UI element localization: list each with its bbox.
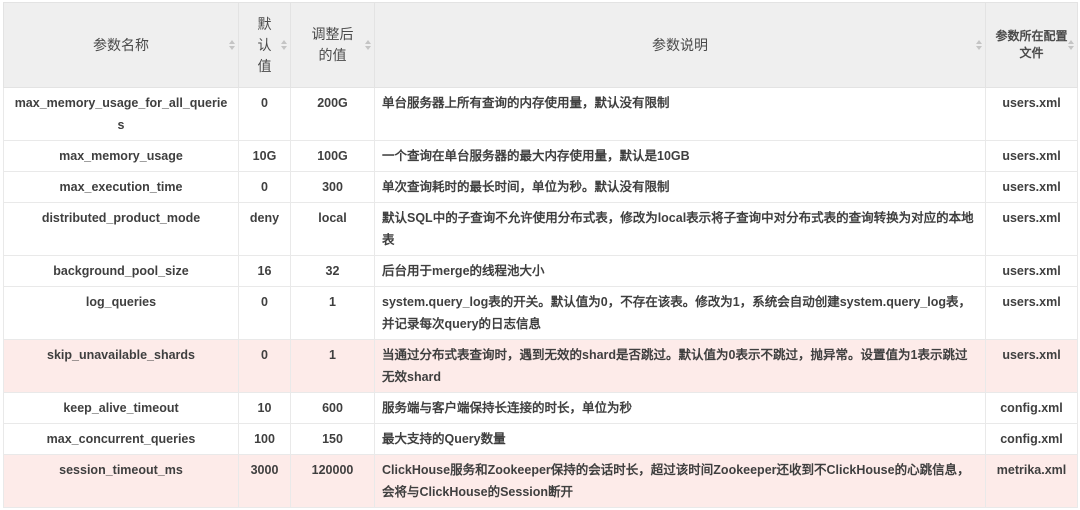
sort-up-arrow-icon [1068, 40, 1074, 44]
sort-up-arrow-icon [229, 40, 235, 44]
table-row: max_execution_time 0 300 单次查询耗时的最长时间，单位为… [3, 171, 1078, 203]
adjusted-value-cell: 300 [290, 171, 375, 203]
column-header-label: 参数名称 [93, 36, 149, 53]
description-cell: 最大支持的Query数量 [374, 423, 986, 455]
config-file-cell: metrika.xml [985, 454, 1078, 508]
param-name-cell: background_pool_size [3, 255, 239, 287]
config-file-cell: users.xml [985, 202, 1078, 256]
param-name-cell: keep_alive_timeout [3, 392, 239, 424]
config-file-cell: config.xml [985, 423, 1078, 455]
table-row: log_queries 0 1 system.query_log表的开关。默认值… [3, 286, 1078, 340]
config-file-cell: users.xml [985, 140, 1078, 172]
adjusted-value-cell: local [290, 202, 375, 256]
column-header-description[interactable]: 参数说明 [374, 2, 986, 88]
config-file-cell: users.xml [985, 339, 1078, 393]
description-cell: 一个查询在单台服务器的最大内存使用量，默认是10GB [374, 140, 986, 172]
param-name-cell: distributed_product_mode [3, 202, 239, 256]
description-cell: ClickHouse服务和Zookeeper保持的会话时长，超过该时间Zooke… [374, 454, 986, 508]
table-row: max_memory_usage 10G 100G 一个查询在单台服务器的最大内… [3, 140, 1078, 172]
table-row: distributed_product_mode deny local 默认SQ… [3, 202, 1078, 256]
param-name-cell: session_timeout_ms [3, 454, 239, 508]
table-row: max_concurrent_queries 100 150 最大支持的Quer… [3, 423, 1078, 455]
sort-down-arrow-icon [365, 46, 371, 50]
default-value-cell: 0 [238, 171, 291, 203]
default-value-cell: deny [238, 202, 291, 256]
column-header-adjusted-value[interactable]: 调整后的值 [290, 2, 375, 88]
column-header-label: 参数说明 [652, 36, 708, 53]
adjusted-value-cell: 150 [290, 423, 375, 455]
adjusted-value-cell: 200G [290, 87, 375, 141]
adjusted-value-cell: 600 [290, 392, 375, 424]
sort-up-arrow-icon [281, 40, 287, 44]
param-name-cell: max_memory_usage_for_all_queries [3, 87, 239, 141]
column-header-label: 默认值 [257, 15, 272, 74]
description-cell: 默认SQL中的子查询不允许使用分布式表，修改为local表示将子查询中对分布式表… [374, 202, 986, 256]
column-header-param-name[interactable]: 参数名称 [3, 2, 239, 88]
config-file-cell: users.xml [985, 171, 1078, 203]
default-value-cell: 0 [238, 286, 291, 340]
header-row: 参数名称 默认值 调整后的值 参数说明 参数所在配置文件 [3, 2, 1078, 88]
param-name-cell: max_execution_time [3, 171, 239, 203]
config-file-cell: users.xml [985, 87, 1078, 141]
sort-icon[interactable] [976, 40, 982, 50]
sort-icon[interactable] [281, 40, 287, 50]
column-header-label: 参数所在配置文件 [995, 29, 1068, 60]
default-value-cell: 10 [238, 392, 291, 424]
param-name-cell: max_concurrent_queries [3, 423, 239, 455]
param-name-cell: log_queries [3, 286, 239, 340]
parameters-table: 参数名称 默认值 调整后的值 参数说明 参数所在配置文件 max_me [3, 2, 1078, 508]
description-cell: 后台用于merge的线程池大小 [374, 255, 986, 287]
column-header-default-value[interactable]: 默认值 [238, 2, 291, 88]
default-value-cell: 0 [238, 339, 291, 393]
adjusted-value-cell: 1 [290, 286, 375, 340]
adjusted-value-cell: 1 [290, 339, 375, 393]
default-value-cell: 10G [238, 140, 291, 172]
column-header-config-file[interactable]: 参数所在配置文件 [985, 2, 1078, 88]
sort-icon[interactable] [229, 40, 235, 50]
default-value-cell: 0 [238, 87, 291, 141]
description-cell: 单次查询耗时的最长时间，单位为秒。默认没有限制 [374, 171, 986, 203]
adjusted-value-cell: 100G [290, 140, 375, 172]
param-name-cell: max_memory_usage [3, 140, 239, 172]
adjusted-value-cell: 120000 [290, 454, 375, 508]
sort-down-arrow-icon [976, 46, 982, 50]
description-cell: system.query_log表的开关。默认值为0，不存在该表。修改为1，系统… [374, 286, 986, 340]
table-row: keep_alive_timeout 10 600 服务端与客户端保持长连接的时… [3, 392, 1078, 424]
sort-icon[interactable] [365, 40, 371, 50]
adjusted-value-cell: 32 [290, 255, 375, 287]
sort-up-arrow-icon [365, 40, 371, 44]
description-cell: 服务端与客户端保持长连接的时长，单位为秒 [374, 392, 986, 424]
sort-down-arrow-icon [229, 46, 235, 50]
sort-icon[interactable] [1068, 40, 1074, 50]
default-value-cell: 100 [238, 423, 291, 455]
table-row: background_pool_size 16 32 后台用于merge的线程池… [3, 255, 1078, 287]
config-file-cell: config.xml [985, 392, 1078, 424]
table-row: session_timeout_ms 3000 120000 ClickHous… [3, 454, 1078, 508]
description-cell: 单台服务器上所有查询的内存使用量，默认没有限制 [374, 87, 986, 141]
sort-down-arrow-icon [1068, 46, 1074, 50]
description-cell: 当通过分布式表查询时，遇到无效的shard是否跳过。默认值为0表示不跳过，抛异常… [374, 339, 986, 393]
param-name-cell: skip_unavailable_shards [3, 339, 239, 393]
sort-down-arrow-icon [281, 46, 287, 50]
table-row: max_memory_usage_for_all_queries 0 200G … [3, 87, 1078, 141]
config-file-cell: users.xml [985, 286, 1078, 340]
column-header-label: 调整后的值 [311, 26, 354, 63]
default-value-cell: 3000 [238, 454, 291, 508]
default-value-cell: 16 [238, 255, 291, 287]
config-file-cell: users.xml [985, 255, 1078, 287]
sort-up-arrow-icon [976, 40, 982, 44]
table-row: skip_unavailable_shards 0 1 当通过分布式表查询时，遇… [3, 339, 1078, 393]
